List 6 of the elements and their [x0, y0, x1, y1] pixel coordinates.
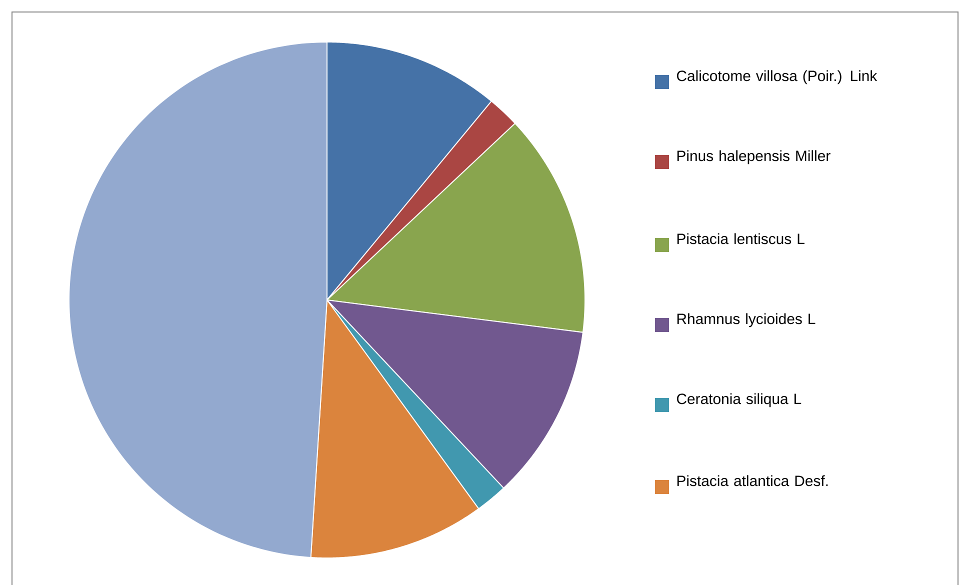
legend-label: Rhamnus lycioides L [677, 313, 816, 328]
legend-label: Calicotome villosa (Poir.) Link [676, 70, 878, 84]
legend-label: Pinus halepensis Miller [677, 150, 830, 164]
legend-label: Ceratonia siliqua L [676, 393, 802, 408]
legend-label: Pistacia lentiscus L [677, 233, 804, 244]
legend-label: Pistacia atlantica Desf. [677, 475, 828, 486]
